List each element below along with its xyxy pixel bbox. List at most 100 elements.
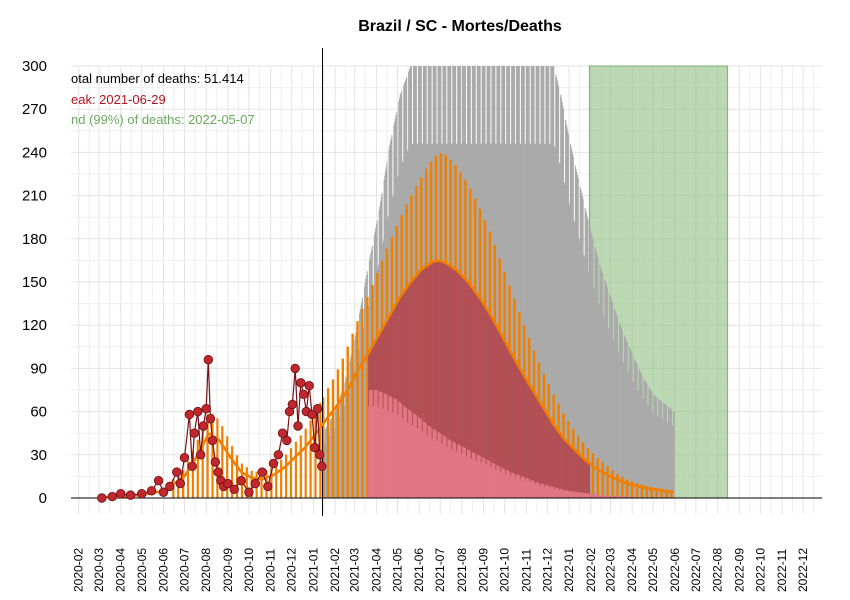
y-tick-label: 0 <box>39 490 47 507</box>
x-tick-label: 2020-07 <box>177 548 191 592</box>
observed-point <box>201 404 211 414</box>
observed-point <box>210 457 221 467</box>
x-tick-label: 2021-10 <box>498 548 512 592</box>
prediction-lower-bars <box>367 390 633 498</box>
observed-point <box>317 461 327 472</box>
observed-point <box>125 490 136 500</box>
observed-point <box>250 478 260 489</box>
observed-point <box>187 461 197 472</box>
y-tick-label: 90 <box>30 360 47 377</box>
y-tick-label: 210 <box>22 188 47 205</box>
x-tick-label: 2020-08 <box>199 548 213 592</box>
x-tick-label: 2022-05 <box>646 548 660 592</box>
observed-point <box>205 414 216 424</box>
x-tick-label: 2022-08 <box>711 548 725 592</box>
x-tick-label: 2021-05 <box>390 548 404 592</box>
y-tick-label: 30 <box>30 447 47 464</box>
x-tick-label: 2020-02 <box>72 548 86 592</box>
annotation-end: nd (99%) of deaths: 2022-05-07 <box>71 112 255 127</box>
x-tick-label: 2021-02 <box>328 548 342 592</box>
observed-point <box>277 428 288 438</box>
observed-point <box>189 428 199 438</box>
x-tick-label: 2022-09 <box>732 548 746 592</box>
observed-point <box>282 435 292 446</box>
y-tick-label: 300 <box>22 58 47 75</box>
y-tick-label: 270 <box>22 101 47 118</box>
x-tick-label: 2021-09 <box>477 548 491 592</box>
axes <box>71 48 822 516</box>
observed-point <box>296 378 306 388</box>
observed-point <box>184 409 195 420</box>
observed-point <box>175 478 185 489</box>
observed-point <box>273 450 284 460</box>
x-tick-label: 2021-06 <box>412 548 426 592</box>
observed-point <box>203 355 214 365</box>
x-tick-label: 2022-07 <box>689 548 703 592</box>
y-tick-labels: 0 30 60 90 120 150 180 210 240 270 300 <box>22 58 47 507</box>
x-tick-label: 2020-11 <box>264 549 278 592</box>
x-tick-label: 2020-09 <box>221 548 235 592</box>
x-tick-label: 2021-12 <box>540 548 554 592</box>
x-tick-label: 2021-07 <box>433 548 447 592</box>
x-tick-label: 2020-05 <box>135 548 149 592</box>
observed-point <box>97 493 107 503</box>
observed-point <box>198 421 209 431</box>
observed-point <box>179 452 190 463</box>
x-tick-label: 2021-03 <box>348 548 362 592</box>
fit-curve <box>98 259 674 499</box>
x-tick-label: 2022-06 <box>668 548 682 592</box>
observed-point <box>298 389 309 400</box>
observed-point <box>207 435 218 446</box>
x-tick-label: 2022-12 <box>796 548 810 592</box>
annotation-peak: eak: 2021-06-29 <box>71 92 166 107</box>
chart-title: Brazil / SC - Mortes/Deaths <box>358 18 562 35</box>
observed-point <box>137 488 147 499</box>
y-tick-label: 240 <box>22 144 47 161</box>
x-tick-label: 2022-11 <box>775 549 789 592</box>
x-tick-label: 2022-02 <box>584 548 598 592</box>
y-tick-label: 180 <box>22 231 47 248</box>
observed-point <box>307 409 317 420</box>
y-tick-label: 60 <box>30 404 47 421</box>
x-tick-label: 2020-03 <box>92 548 106 592</box>
observed-point <box>223 478 233 489</box>
observed-point <box>257 467 267 477</box>
observed-point <box>165 481 175 492</box>
x-tick-label: 2022-01 <box>562 548 576 592</box>
observed-point <box>116 488 126 499</box>
observed-point <box>229 484 239 495</box>
x-tick-label: 2021-08 <box>455 548 469 592</box>
x-tick-label: 2022-10 <box>753 548 767 592</box>
observed-point <box>287 399 298 410</box>
observed-point <box>312 404 323 414</box>
observed-point <box>244 487 254 497</box>
x-tick-label: 2022-04 <box>625 548 639 592</box>
observed-point <box>314 450 325 460</box>
observed-point <box>263 481 273 492</box>
x-tick-label: 2020-04 <box>114 548 128 592</box>
observed-point <box>107 491 118 502</box>
observed-point <box>172 467 182 477</box>
fit-line <box>98 259 674 499</box>
x-tick-label: 2021-01 <box>306 548 320 592</box>
observed-point <box>193 406 203 417</box>
x-tick-label: 2020-10 <box>242 548 256 592</box>
x-tick-labels: 2020-02 2020-03 2020-04 2020-05 2020-06 2020-… <box>72 548 810 592</box>
x-tick-label: 2021-11 <box>519 549 533 592</box>
x-tick-label: 2020-06 <box>156 548 170 592</box>
observed-point <box>304 380 314 391</box>
x-tick-label: 2022-03 <box>603 548 617 592</box>
observed-point <box>153 476 164 486</box>
observed-point <box>195 450 206 460</box>
x-tick-label: 2020-12 <box>285 548 299 592</box>
x-tick-label: 2021-04 <box>369 548 383 592</box>
annotation-total: otal number of deaths: 51.414 <box>71 71 244 86</box>
observed-point <box>293 421 303 431</box>
observed-series <box>97 355 327 503</box>
observed-point <box>290 363 300 374</box>
observed-point <box>213 467 223 477</box>
observed-point <box>268 458 279 469</box>
y-tick-label: 150 <box>22 274 47 291</box>
observed-point <box>146 486 157 496</box>
